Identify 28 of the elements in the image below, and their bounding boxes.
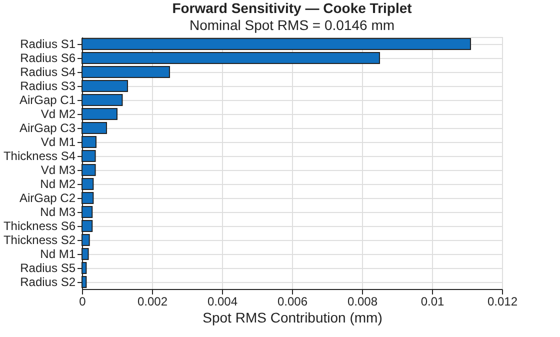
y-tick-label: AirGap C1 xyxy=(19,93,76,107)
chart-title: Forward Sensitivity — Cooke Triplet xyxy=(172,0,412,16)
y-tick-label: Radius S4 xyxy=(20,65,76,79)
y-tick-label: Thickness S2 xyxy=(3,233,76,247)
x-tick-label: 0.012 xyxy=(487,294,518,308)
x-tick-label: 0.01 xyxy=(420,294,444,308)
y-tick-label: Radius S2 xyxy=(20,275,76,289)
x-tick-label: 0.006 xyxy=(277,294,308,308)
y-tick-label: Vd M2 xyxy=(40,107,76,121)
y-tick-label: Vd M1 xyxy=(40,135,76,149)
y-tick-label: AirGap C3 xyxy=(19,121,76,135)
x-tick-label: 0.008 xyxy=(347,294,378,308)
y-tick-label: Radius S1 xyxy=(20,37,76,51)
x-tick-label: 0 xyxy=(79,294,86,308)
y-tick-label: Thickness S4 xyxy=(3,149,76,163)
y-tick-label: Thickness S6 xyxy=(3,219,76,233)
x-tick-label: 0.002 xyxy=(137,294,168,308)
x-tick-label: 0.004 xyxy=(207,294,238,308)
y-tick-label: Nd M1 xyxy=(40,247,76,261)
y-tick-label: Radius S5 xyxy=(20,261,76,275)
y-tick-label: Radius S3 xyxy=(20,79,76,93)
x-axis-title: Spot RMS Contribution (mm) xyxy=(202,310,382,326)
y-tick-label: Radius S6 xyxy=(20,51,76,65)
y-tick-label: AirGap C2 xyxy=(19,191,76,205)
y-tick-label: Nd M2 xyxy=(40,177,76,191)
y-tick-label: Nd M3 xyxy=(40,205,76,219)
chart-subtitle: Nominal Spot RMS = 0.0146 mm xyxy=(189,17,395,33)
y-tick-label: Vd M3 xyxy=(40,163,76,177)
